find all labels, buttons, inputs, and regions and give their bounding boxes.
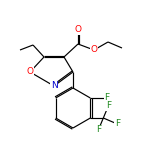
Text: O: O bbox=[74, 26, 81, 35]
Text: F: F bbox=[96, 126, 101, 135]
Text: O: O bbox=[90, 45, 97, 55]
Text: F: F bbox=[106, 102, 111, 111]
Text: N: N bbox=[51, 81, 57, 90]
Text: F: F bbox=[115, 119, 120, 128]
Text: O: O bbox=[26, 67, 33, 76]
Text: F: F bbox=[104, 93, 109, 102]
